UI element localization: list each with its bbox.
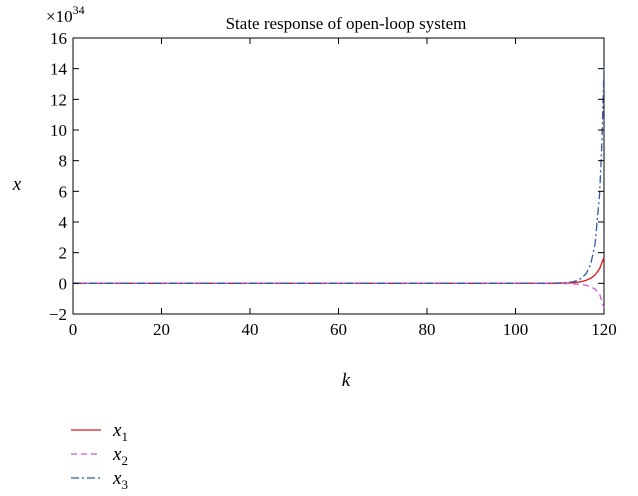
x-tick-label: 60	[330, 320, 347, 339]
x-axis-label: k	[342, 370, 351, 391]
x-tick-label: 0	[69, 320, 78, 339]
y-axis-label: x	[12, 174, 22, 195]
series-layer	[73, 67, 605, 309]
series-line-x1	[73, 257, 605, 284]
x-tick-label: 40	[242, 320, 259, 339]
y-tick-label: 0	[59, 274, 68, 293]
chart-title: State response of open-loop system	[226, 14, 467, 33]
plot-area	[72, 37, 605, 315]
y-tick-label: 2	[59, 244, 68, 263]
y-tick-label: −2	[49, 305, 67, 324]
x-tick-label: 120	[591, 320, 617, 339]
x-tick-label: 100	[503, 320, 529, 339]
series-line-x2	[73, 282, 605, 309]
x-tick-label: 20	[153, 320, 170, 339]
legend-label-x1: x1	[112, 420, 128, 444]
y-tick-label: 14	[50, 60, 68, 79]
y-tick-label: 16	[50, 29, 67, 48]
y-multiplier-base: ×10	[46, 7, 73, 26]
y-tick-label: 4	[59, 213, 68, 232]
legend-label-x3: x3	[112, 468, 128, 492]
y-tick-label: 6	[59, 182, 68, 201]
y-tick-label: 12	[50, 90, 67, 109]
y-multiplier-label: ×1034	[46, 3, 85, 26]
x-tick-label: 80	[419, 320, 436, 339]
series-line-x3	[73, 67, 605, 284]
y-tick-label: 10	[50, 121, 67, 140]
legend-label-x2: x2	[112, 444, 128, 468]
y-tick-label: 8	[59, 152, 68, 171]
y-multiplier-exponent: 34	[73, 3, 85, 17]
plot-frame	[72, 37, 605, 315]
